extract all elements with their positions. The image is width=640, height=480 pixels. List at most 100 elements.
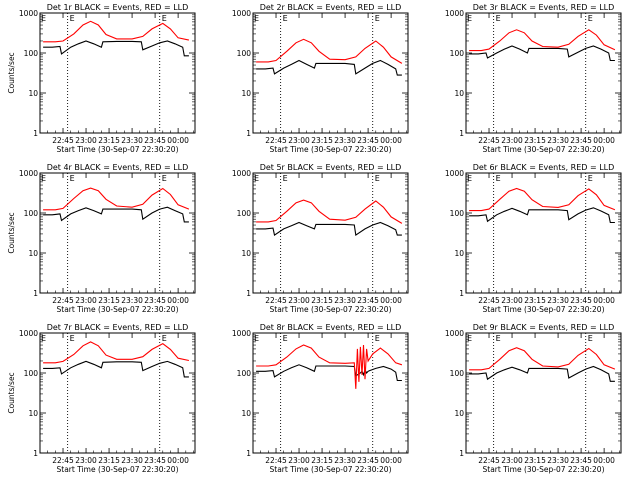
x-tick-label: 23:45 [144,296,166,305]
plot-frame [252,12,409,134]
y-tick-label: 100 [24,49,39,58]
x-tick-label: 22:45 [478,296,500,305]
chart-title: Det 9r BLACK = Events, RED = LLD [473,323,615,332]
series-line [469,187,616,212]
y-tick-label: 1 [33,129,38,138]
y-tick-label: 1000 [445,329,464,338]
x-tick-label: 23:45 [144,136,166,145]
event-marker-label: E [254,174,259,183]
event-marker-label: E [375,174,380,183]
series-line [469,45,615,62]
y-tick-label: 1 [459,129,464,138]
chart-panel: Det 7r BLACK = Events, RED = LLD 1 10 100 10… [7,323,196,474]
x-tick-label: 23:00 [75,136,97,145]
chart-title: Det 6r BLACK = Events, RED = LLD [473,163,615,172]
x-tick-label: 23:45 [144,456,166,465]
x-tick-label: 00:00 [593,456,615,465]
x-tick-label: 23:15 [524,136,546,145]
x-tick-label: 23:15 [524,296,546,305]
series-line [469,29,616,52]
y-tick-label: 10 [454,409,464,418]
event-marker-label: E [375,14,380,23]
y-tick-label: 1000 [19,9,38,18]
x-tick-label: 23:30 [121,136,143,145]
plot-frame [39,12,196,134]
x-tick-label: 23:30 [334,296,356,305]
x-axis-label: Start Time (30-Sep-07 22:30:20) [57,145,179,154]
plot-frame [465,12,622,134]
series-line [256,221,402,237]
x-tick-label: 23:15 [311,296,333,305]
event-marker-label: E [588,174,593,183]
y-axis-label: Counts/sec [7,52,16,93]
chart-panel: Det 6r BLACK = Events, RED = LLD 1 10 100 10… [445,163,622,314]
x-tick-label: 23:30 [334,456,356,465]
y-tick-label: 1000 [19,329,38,338]
y-tick-label: 1000 [232,329,251,338]
event-marker-label: E [70,174,75,183]
event-marker-label: E [283,14,288,23]
x-tick-label: 23:00 [75,456,97,465]
event-marker-label: E [496,14,501,23]
x-tick-label: 23:45 [357,136,379,145]
x-tick-label: 22:45 [478,136,500,145]
x-tick-label: 23:00 [288,136,310,145]
x-tick-label: 23:15 [311,136,333,145]
y-tick-label: 1 [459,289,464,298]
event-marker-label: E [467,174,472,183]
series-line [43,40,189,57]
x-tick-label: 22:45 [265,296,287,305]
chart-panel: Det 3r BLACK = Events, RED = LLD 1 10 100 10… [445,3,622,154]
x-axis-label: Start Time (30-Sep-07 22:30:20) [57,305,179,314]
y-tick-label: 100 [24,209,39,218]
series-line [43,341,190,364]
x-tick-label: 00:00 [380,296,402,305]
chart-panel: Det 4r BLACK = Events, RED = LLD 1 10 100 10… [7,163,196,314]
y-tick-label: 1 [246,449,251,458]
x-tick-label: 23:45 [570,296,592,305]
x-tick-label: 22:45 [52,136,74,145]
series-line [43,187,190,211]
x-axis-label: Start Time (30-Sep-07 22:30:20) [270,465,392,474]
y-tick-label: 10 [28,409,38,418]
chart-title: Det 7r BLACK = Events, RED = LLD [47,323,189,332]
event-marker-label: E [496,334,501,343]
series-line [256,59,402,76]
y-tick-label: 1 [246,129,251,138]
x-tick-label: 00:00 [380,136,402,145]
x-tick-label: 22:45 [478,456,500,465]
x-tick-label: 00:00 [593,136,615,145]
x-tick-label: 23:15 [98,456,120,465]
y-tick-label: 100 [450,49,465,58]
plot-frame [465,332,622,454]
x-tick-label: 23:00 [75,296,97,305]
x-tick-label: 23:15 [98,296,120,305]
y-tick-label: 1 [33,449,38,458]
y-tick-label: 1000 [232,169,251,178]
y-tick-label: 100 [237,209,252,218]
series-line [256,199,403,224]
chart-title: Det 5r BLACK = Events, RED = LLD [260,163,402,172]
event-marker-label: E [588,334,593,343]
y-tick-label: 10 [241,249,251,258]
event-marker-label: E [254,14,259,23]
x-tick-label: 22:45 [52,456,74,465]
y-tick-label: 100 [450,369,465,378]
plot-frame [39,172,196,294]
series-line [469,347,616,371]
x-tick-label: 22:45 [52,296,74,305]
y-tick-label: 1000 [445,169,464,178]
event-marker-label: E [70,14,75,23]
y-tick-label: 10 [28,89,38,98]
x-axis-label: Start Time (30-Sep-07 22:30:20) [483,305,605,314]
x-tick-label: 23:00 [501,456,523,465]
x-tick-label: 00:00 [593,296,615,305]
x-tick-label: 23:45 [357,296,379,305]
y-tick-label: 1000 [445,9,464,18]
plot-frame [39,332,196,454]
chart-title: Det 3r BLACK = Events, RED = LLD [473,3,615,12]
plot-frame [465,172,622,294]
y-tick-label: 10 [241,409,251,418]
y-axis-label: Counts/sec [7,212,16,253]
